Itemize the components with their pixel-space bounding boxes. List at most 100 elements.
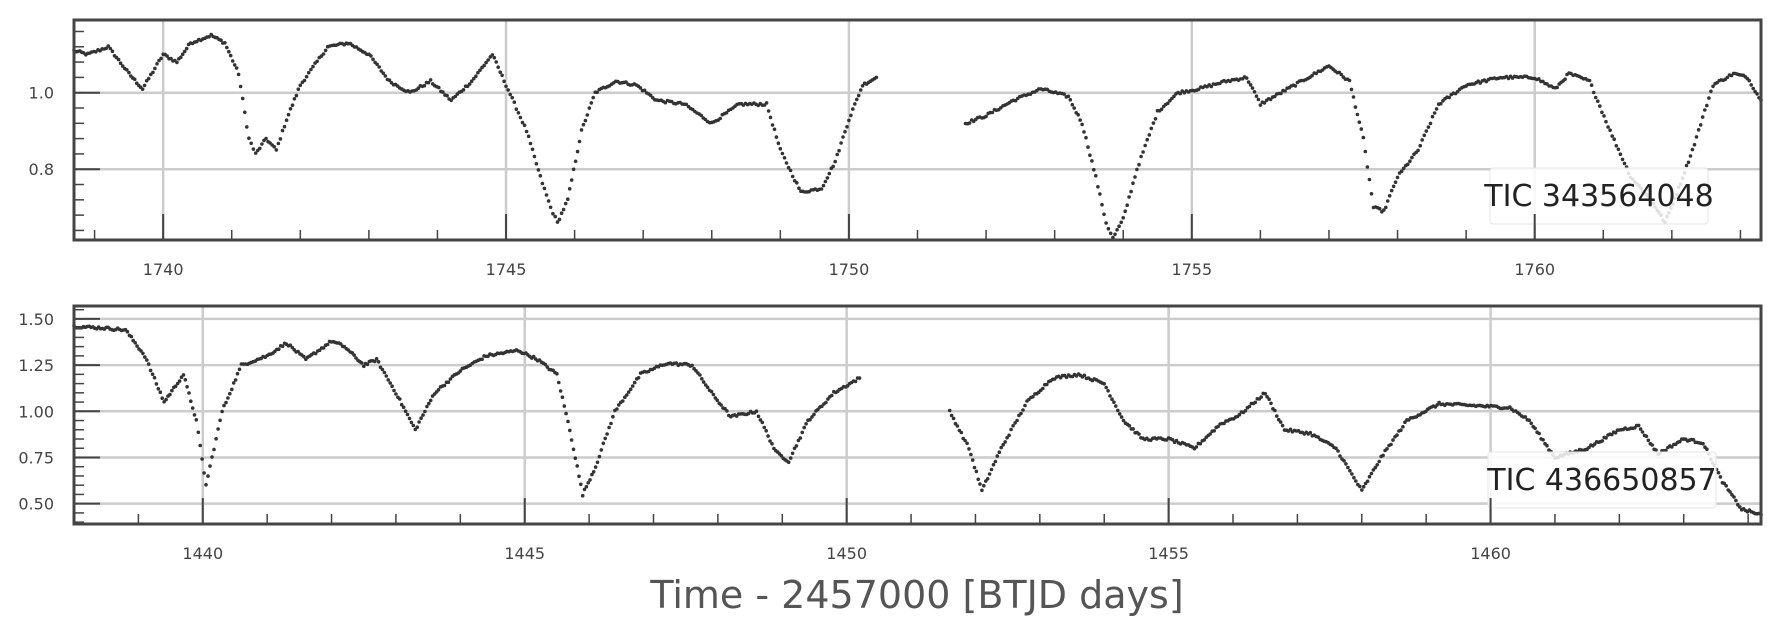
- flux-point: [575, 149, 580, 154]
- flux-point: [1587, 78, 1592, 83]
- flux-point: [1334, 446, 1338, 451]
- flux-point: [555, 372, 559, 376]
- flux-point: [1009, 427, 1013, 432]
- flux-point: [428, 398, 433, 403]
- flux-point: [1600, 439, 1605, 443]
- flux-point: [253, 151, 258, 155]
- flux-point: [390, 384, 394, 389]
- flux-point: [1045, 382, 1049, 387]
- flux-point: [325, 342, 330, 347]
- flux-point: [399, 402, 404, 407]
- flux-point: [1357, 120, 1362, 124]
- flux-point: [405, 412, 410, 417]
- flux-point: [808, 417, 812, 422]
- flux-point: [786, 165, 791, 170]
- flux-point: [506, 88, 510, 92]
- flux-point: [1258, 103, 1263, 107]
- flux-point: [821, 183, 826, 188]
- flux-point: [224, 400, 228, 405]
- flux-point: [150, 372, 155, 377]
- flux-point: [1698, 123, 1703, 127]
- flux-point: [1263, 391, 1267, 396]
- flux-point: [1593, 95, 1598, 100]
- flux-point: [1088, 153, 1092, 157]
- flux-point: [823, 179, 828, 184]
- flux-point: [1384, 205, 1388, 210]
- flux-point: [139, 349, 143, 353]
- flux-point: [698, 373, 702, 377]
- flux-point: [1700, 115, 1705, 119]
- flux-point: [1267, 397, 1271, 402]
- flux-point: [1545, 443, 1549, 448]
- flux-point: [448, 377, 453, 381]
- flux-point: [1133, 175, 1137, 179]
- flux-point: [947, 408, 952, 413]
- flux-point: [1078, 118, 1082, 122]
- flux-point: [758, 418, 763, 422]
- flux-point: [146, 76, 151, 81]
- flux-point: [831, 164, 835, 169]
- flux-point: [1610, 432, 1614, 437]
- flux-point: [354, 356, 358, 360]
- flux-point: [514, 107, 519, 111]
- flux-point: [984, 114, 988, 119]
- flux-point: [590, 472, 594, 477]
- flux-point: [790, 174, 795, 179]
- x-axis-label: Time - 2457000 [BTJD days]: [649, 573, 1183, 617]
- flux-point: [1253, 400, 1258, 405]
- flux-point: [819, 187, 824, 191]
- flux-point: [967, 447, 971, 451]
- x-tick-labels-bottom: 1440 1445 1450 1455 1460: [182, 544, 1511, 563]
- flux-point: [833, 159, 837, 164]
- flux-point: [1355, 112, 1360, 117]
- flux-point: [989, 467, 994, 472]
- flux-point: [480, 357, 484, 362]
- flux-point: [214, 437, 218, 441]
- flux-point: [173, 384, 178, 389]
- flux-point: [573, 456, 578, 461]
- flux-point: [1636, 423, 1641, 428]
- flux-point: [1587, 445, 1591, 450]
- flux-point: [1194, 445, 1199, 449]
- flux-point: [617, 403, 621, 407]
- flux-point: [1288, 427, 1293, 432]
- flux-point: [764, 101, 769, 105]
- x-tick-label: 1755: [1171, 260, 1212, 279]
- x-ticks-bottom: [73, 498, 1749, 524]
- flux-point: [1141, 150, 1145, 154]
- flux-point: [388, 381, 393, 385]
- flux-point: [770, 123, 775, 127]
- flux-point: [321, 346, 326, 350]
- flux-point: [571, 447, 576, 452]
- flux-point: [830, 393, 834, 398]
- flux-point: [999, 445, 1003, 450]
- flux-point: [1062, 92, 1066, 96]
- flux-point: [125, 68, 129, 72]
- flux-point: [1246, 80, 1251, 84]
- flux-point: [1426, 125, 1431, 129]
- y-tick-label: 1.00: [18, 402, 54, 421]
- flux-point: [1080, 122, 1084, 127]
- flux-point: [362, 364, 366, 369]
- flux-point: [1147, 133, 1152, 137]
- flux-point: [591, 470, 596, 474]
- flux-point: [1086, 145, 1090, 149]
- flux-point: [280, 128, 285, 133]
- flux-point: [546, 199, 551, 203]
- x-tick-label: 1740: [143, 260, 184, 279]
- flux-point: [577, 139, 582, 144]
- flux-point: [1391, 184, 1396, 189]
- flux-point: [1131, 427, 1135, 431]
- flux-point: [1348, 468, 1352, 473]
- flux-point: [607, 425, 611, 430]
- flux-point: [196, 430, 201, 435]
- flux-point: [768, 439, 772, 443]
- flux-point: [963, 438, 967, 443]
- flux-point: [231, 381, 236, 385]
- flux-point: [1127, 195, 1131, 199]
- x-ticks-top: [93, 214, 1742, 240]
- flux-point: [1015, 418, 1019, 423]
- flux-point: [1696, 128, 1701, 132]
- flux-point: [240, 96, 245, 101]
- flux-point: [422, 83, 427, 88]
